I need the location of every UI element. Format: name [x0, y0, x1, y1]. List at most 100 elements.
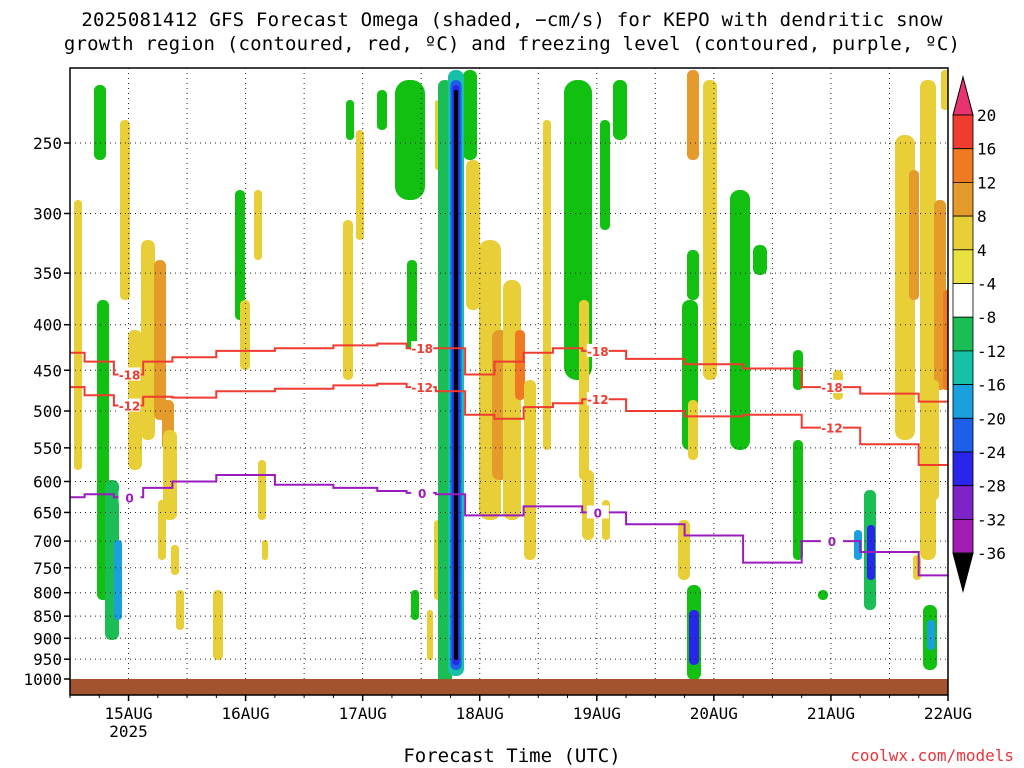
omega-cell	[929, 380, 939, 500]
colorbar-cell	[952, 384, 974, 419]
contour-label: 0	[418, 487, 426, 501]
omega-cell	[74, 200, 82, 470]
colorbar-label: 16	[977, 140, 996, 159]
omega-cell	[114, 540, 122, 620]
x-tick-label: 18AUG	[456, 704, 504, 723]
omega-cell	[120, 120, 130, 300]
colorbar-label: -32	[977, 510, 1006, 529]
omega-cell	[258, 460, 266, 520]
omega-cell	[703, 80, 717, 380]
omega-cell	[600, 120, 610, 230]
contour-label-bg	[586, 392, 609, 406]
colorbar-label: -20	[977, 409, 1006, 428]
contour-label: -12	[119, 400, 141, 414]
omega-cell	[343, 220, 353, 380]
omega-cell	[503, 280, 521, 520]
y-tick-label: 550	[33, 439, 62, 458]
chart-title: 2025081412 GFS Forecast Omega (shaded, −…	[0, 8, 1024, 56]
colorbar-cell	[952, 417, 974, 453]
omega-cell	[154, 260, 166, 420]
contour-label: -18	[587, 345, 609, 359]
omega-cell	[377, 90, 387, 130]
colorbar: 20 16 12 8 4 -4 -8 -12 -16 -20 -24 -28 -32 -36	[952, 75, 1006, 594]
contour-label: -18	[821, 381, 843, 395]
omega-cell	[94, 85, 106, 160]
omega-cell	[235, 190, 245, 320]
colorbar-bottom-arrow	[952, 552, 974, 594]
contour-label: -12	[821, 422, 843, 436]
contour-label-bg	[586, 343, 609, 357]
omega-cell	[346, 100, 354, 140]
omega-cell	[793, 350, 803, 390]
contour-label-bg	[411, 341, 434, 355]
colorbar-cell	[952, 181, 974, 217]
omega-cell	[466, 160, 480, 310]
y-tick-label: 950	[33, 650, 62, 669]
x-tick-label: 17AUG	[339, 704, 387, 723]
contour-label-bg	[820, 534, 843, 548]
contour-0	[70, 474, 948, 577]
y-tick-label: 500	[33, 402, 62, 421]
y-tick-label: 850	[33, 607, 62, 626]
colorbar-label: -4	[977, 275, 996, 294]
colorbar-cell	[952, 316, 974, 352]
omega-cell	[730, 190, 750, 450]
contour-label-bg	[411, 485, 434, 499]
contour-label: 0	[828, 535, 836, 549]
omega-cell	[240, 300, 250, 370]
contour-label: -18	[119, 369, 141, 383]
x-tick-label: 16AUG	[222, 704, 270, 723]
y-tick-label: 600	[33, 472, 62, 491]
y-axis: 250 300 350 400 450 500 550 600 650 700 750 800 850 9…	[23, 134, 70, 689]
omega-cell	[213, 590, 223, 660]
title-line-1: 2025081412 GFS Forecast Omega (shaded, −…	[81, 9, 943, 31]
colorbar-label: -12	[977, 342, 1006, 361]
omega-cell	[613, 80, 627, 140]
omega-cell	[818, 590, 828, 600]
colorbar-label: -8	[977, 308, 996, 327]
omega-cell	[941, 70, 948, 110]
y-tick-label: 300	[33, 204, 62, 223]
omega-cell	[163, 430, 177, 520]
x-axis-title: Forecast Time (UTC)	[403, 745, 621, 767]
y-tick-label: 250	[33, 134, 62, 153]
x-tick-label: 21AUG	[807, 704, 855, 723]
x-axis: 15AUG 16AUG 17AUG 18AUG 19AUG 20AUG 21AUG 22AUG…	[69, 695, 972, 741]
contour--12	[70, 382, 948, 466]
omega-cell	[943, 290, 948, 390]
contour-label: 0	[125, 491, 133, 505]
colorbar-label: -36	[977, 544, 1006, 563]
x-tick-label: 22AUG	[924, 704, 972, 723]
omega-cell	[262, 540, 268, 560]
omega-cell	[141, 240, 155, 440]
colorbar-cell	[952, 451, 974, 487]
omega-cell	[427, 610, 433, 660]
omega-cell	[582, 470, 594, 540]
contour-label-bg	[118, 490, 141, 504]
omega-cell	[356, 130, 364, 240]
y-tick-label: 800	[33, 584, 62, 603]
omega-cell	[171, 545, 179, 575]
y-tick-label: 900	[33, 629, 62, 648]
colorbar-label: 8	[977, 207, 987, 226]
colorbar-cell	[952, 148, 974, 183]
x-tick-label: 15AUG	[104, 704, 152, 723]
y-tick-label: 350	[33, 264, 62, 283]
ground-surface	[70, 679, 948, 695]
contour-lines: -18 -18 -18 -18 -12 -12 -12 -12 0 0 0 0	[70, 341, 948, 577]
x-tick-label: 20AUG	[690, 704, 738, 723]
omega-cell	[793, 440, 803, 560]
colorbar-label: -24	[977, 443, 1006, 462]
colorbar-top-arrow	[952, 75, 974, 116]
colorbar-cell	[952, 114, 974, 150]
contour-label: 0	[594, 506, 602, 520]
omega-cell	[176, 590, 184, 630]
contour-label-bg	[118, 398, 141, 412]
credit-link[interactable]: coolwx.com/models	[850, 746, 1014, 765]
omega-cell	[524, 380, 536, 560]
omega-cell	[687, 250, 699, 300]
colorbar-label: -16	[977, 376, 1006, 395]
colorbar-cell	[952, 215, 974, 251]
y-tick-label: 450	[33, 361, 62, 380]
